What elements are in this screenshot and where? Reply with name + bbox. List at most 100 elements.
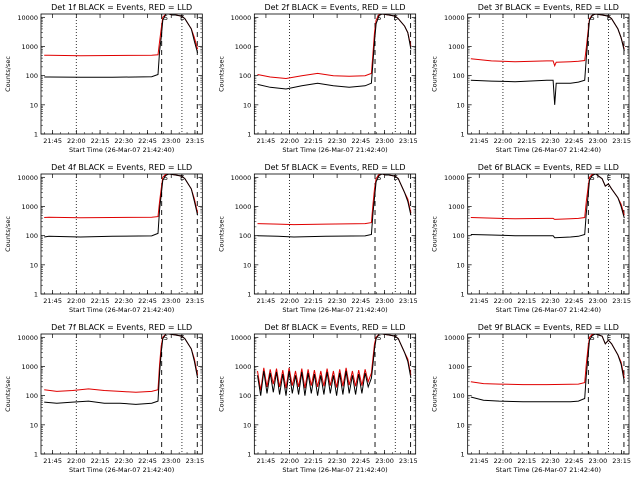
y-axis-label: Counts/sec [4,376,12,412]
x-tick-label: 23:00 [162,457,181,465]
y-axis-label: Counts/sec [431,56,439,92]
y-tick-label: 10000 [17,334,38,342]
y-tick-label: 10 [30,261,38,269]
chart-title: Det 8f BLACK = Events, RED = LLD [264,323,405,332]
chart-title: Det 5f BLACK = Events, RED = LLD [264,163,405,172]
y-axis-label: Counts/sec [4,56,12,92]
chart-panel: Det 5f BLACK = Events, RED = LLD 1 10 100 10… [217,163,417,314]
x-axis-label: Start Time (26-Mar-07 21:42:40) [282,466,387,474]
chart-title: Det 7f BLACK = Events, RED = LLD [51,323,192,332]
chart-title: Det 3f BLACK = Events, RED = LLD [478,3,619,12]
x-tick-label: 23:00 [162,297,181,305]
chart-panel: Det 3f BLACK = Events, RED = LLD 1 10 100 10… [431,3,631,154]
x-tick-label: 22:30 [114,137,133,145]
y-tick-label: 100 [452,392,464,400]
start-marker-label: S [163,14,168,22]
y-tick-label: 10000 [444,174,465,182]
start-marker-label: S [377,334,382,342]
plot-frame [40,333,203,455]
x-tick-label: 22:30 [328,457,347,465]
y-tick-label: 10 [30,101,38,109]
end-marker-label: E [393,174,397,182]
y-tick-label: 10000 [17,14,38,22]
y-tick-label: 100 [452,72,464,80]
x-tick-label: 23:00 [589,457,608,465]
chart-panel: Det 6f BLACK = Events, RED = LLD 1 10 100 10… [431,163,631,314]
x-tick-label: 21:45 [257,457,276,465]
end-marker-label: E [393,334,397,342]
end-marker-label: E [393,14,397,22]
x-tick-label: 22:15 [304,137,323,145]
y-tick-label: 100 [239,232,251,240]
events-series-line [257,334,412,396]
x-tick-label: 22:00 [494,137,513,145]
x-tick-label: 23:15 [399,457,418,465]
x-tick-label: 21:45 [470,457,489,465]
events-series-line [44,14,199,78]
x-tick-label: 21:45 [43,137,62,145]
end-marker-label: E [180,174,184,182]
y-tick-label: 1000 [235,43,252,51]
chart-title: Det 6f BLACK = Events, RED = LLD [478,163,619,172]
start-marker-label: S [163,334,168,342]
x-tick-label: 22:15 [304,297,323,305]
y-tick-label: 100 [26,392,38,400]
x-tick-label: 21:45 [257,137,276,145]
y-tick-label: 1 [461,451,465,459]
y-tick-label: 1000 [448,43,465,51]
y-axis-label: Counts/sec [217,216,225,252]
lld-series-line [470,334,625,386]
x-tick-label: 23:00 [375,457,394,465]
x-tick-label: 21:45 [43,457,62,465]
x-axis-label: Start Time (26-Mar-07 21:42:40) [69,466,174,474]
y-tick-label: 100 [452,232,464,240]
lld-series-line [257,334,412,391]
y-tick-label: 10000 [444,14,465,22]
end-marker-label: E [180,14,184,22]
y-tick-label: 1 [34,451,38,459]
y-tick-label: 1000 [21,43,38,51]
y-tick-label: 1 [34,291,38,299]
y-tick-label: 10000 [17,174,38,182]
x-tick-label: 22:00 [280,457,299,465]
plot-frame [253,13,417,135]
x-tick-label: 23:00 [375,137,394,145]
y-tick-label: 1000 [235,363,252,371]
x-tick-label: 22:45 [565,457,584,465]
events-series-line [470,14,625,105]
x-tick-label: 22:00 [494,457,513,465]
chart-title: Det 9f BLACK = Events, RED = LLD [478,323,619,332]
x-tick-label: 23:15 [186,137,205,145]
events-series-line [257,14,412,90]
x-tick-label: 21:45 [257,297,276,305]
y-tick-label: 1 [461,131,465,139]
x-tick-label: 21:45 [470,137,489,145]
x-tick-label: 22:30 [328,137,347,145]
end-marker-label: E [607,174,611,182]
lld-series-line [44,334,199,393]
y-tick-label: 10000 [231,334,252,342]
y-tick-label: 100 [239,72,251,80]
x-tick-label: 23:15 [186,457,205,465]
x-tick-label: 23:00 [589,137,608,145]
x-tick-label: 22:00 [67,297,86,305]
x-tick-label: 22:15 [304,457,323,465]
start-marker-label: S [590,14,595,22]
y-tick-label: 10000 [231,174,252,182]
x-tick-label: 22:15 [91,297,110,305]
plot-frame [40,173,203,295]
y-tick-label: 100 [26,72,38,80]
y-tick-label: 1000 [21,363,38,371]
plot-frame [253,333,417,455]
y-tick-label: 10000 [444,334,465,342]
x-axis-label: Start Time (26-Mar-07 21:42:40) [496,146,601,154]
x-axis-label: Start Time (26-Mar-07 21:42:40) [282,306,387,314]
chart-panel: Det 2f BLACK = Events, RED = LLD 1 10 100 10… [217,3,417,154]
start-marker-label: S [590,334,595,342]
events-series-line [470,334,625,403]
x-axis-label: Start Time (26-Mar-07 21:42:40) [282,146,387,154]
plot-frame [253,173,417,295]
x-tick-label: 22:30 [541,457,560,465]
y-axis-label: Counts/sec [4,216,12,252]
x-tick-label: 22:15 [91,457,110,465]
